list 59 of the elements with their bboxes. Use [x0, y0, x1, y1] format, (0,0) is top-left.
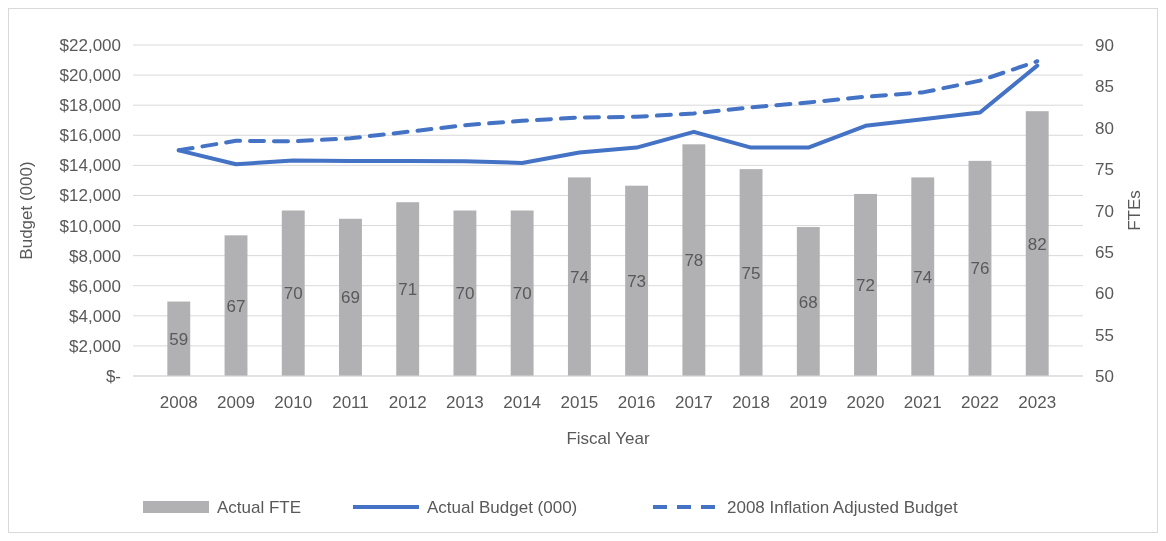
- y-tick-label: $12,000: [59, 186, 121, 206]
- data-label: 69: [341, 288, 360, 308]
- data-label: 74: [913, 267, 933, 287]
- y-tick-label: $16,000: [59, 126, 121, 146]
- x-tick-label: 2019: [789, 393, 828, 412]
- data-label: 68: [798, 292, 818, 312]
- y2-axis-title: FTEs: [1125, 190, 1144, 231]
- y-tick-label: $14,000: [59, 156, 121, 176]
- y-tick-label: $-: [105, 367, 121, 386]
- y-tick-label: $10,000: [59, 216, 121, 236]
- x-tick-label: 2009: [217, 393, 255, 412]
- data-label: 82: [1027, 234, 1047, 254]
- data-label: 75: [741, 263, 761, 283]
- y2-tick-label: 75: [1095, 160, 1114, 180]
- y-tick-label: $8,000: [69, 246, 121, 266]
- legend-label: Actual Budget (000): [427, 498, 578, 517]
- y-tick-label: $2,000: [69, 336, 121, 356]
- y2-tick-label: 50: [1095, 367, 1114, 386]
- data-label: 72: [856, 275, 875, 295]
- data-label: 70: [283, 284, 303, 304]
- data-label: 67: [226, 296, 246, 316]
- x-tick-label: 2016: [617, 393, 656, 412]
- y-axis-title: Budget (000): [17, 161, 36, 260]
- legend-label: 2008 Inflation Adjusted Budget: [727, 498, 958, 517]
- x-tick-label: 2023: [1018, 393, 1057, 412]
- x-tick-label: 2014: [503, 393, 542, 412]
- y-tick-label: $4,000: [69, 306, 121, 326]
- x-tick-label: 2012: [388, 393, 427, 412]
- y-tick-label: $20,000: [59, 66, 121, 86]
- data-label: 78: [684, 251, 704, 271]
- data-label: 73: [627, 271, 647, 291]
- y-tick-label: $18,000: [59, 96, 121, 116]
- y-tick-label: $22,000: [59, 36, 121, 55]
- data-label: 71: [398, 280, 418, 300]
- y2-tick-label: 80: [1095, 118, 1114, 138]
- x-tick-label: 2017: [674, 393, 713, 412]
- y2-tick-label: 55: [1095, 325, 1114, 345]
- x-tick-label: 2020: [846, 393, 885, 412]
- legend-label: Actual FTE: [217, 498, 302, 517]
- x-tick-label: 2008: [159, 393, 198, 412]
- y2-tick-label: 70: [1095, 201, 1114, 221]
- x-tick-label: 2013: [446, 393, 484, 412]
- data-label: 70: [455, 284, 475, 304]
- y2-tick-label: 90: [1095, 36, 1114, 55]
- y2-tick-label: 85: [1095, 77, 1114, 97]
- y2-tick-label: 65: [1095, 242, 1114, 262]
- x-tick-label: 2022: [961, 393, 999, 412]
- x-tick-label: 2015: [560, 393, 599, 412]
- y-tick-label: $6,000: [69, 276, 121, 296]
- data-label: 70: [512, 284, 532, 304]
- x-axis-title: Fiscal Year: [566, 429, 650, 448]
- data-label: 76: [970, 259, 990, 279]
- data-label: 74: [569, 267, 589, 287]
- x-tick-label: 2011: [332, 393, 369, 412]
- data-label: 59: [169, 329, 189, 349]
- x-tick-label: 2010: [274, 393, 313, 412]
- y2-tick-label: 60: [1095, 284, 1114, 304]
- x-tick-label: 2018: [732, 393, 770, 412]
- x-tick-label: 2021: [903, 393, 942, 412]
